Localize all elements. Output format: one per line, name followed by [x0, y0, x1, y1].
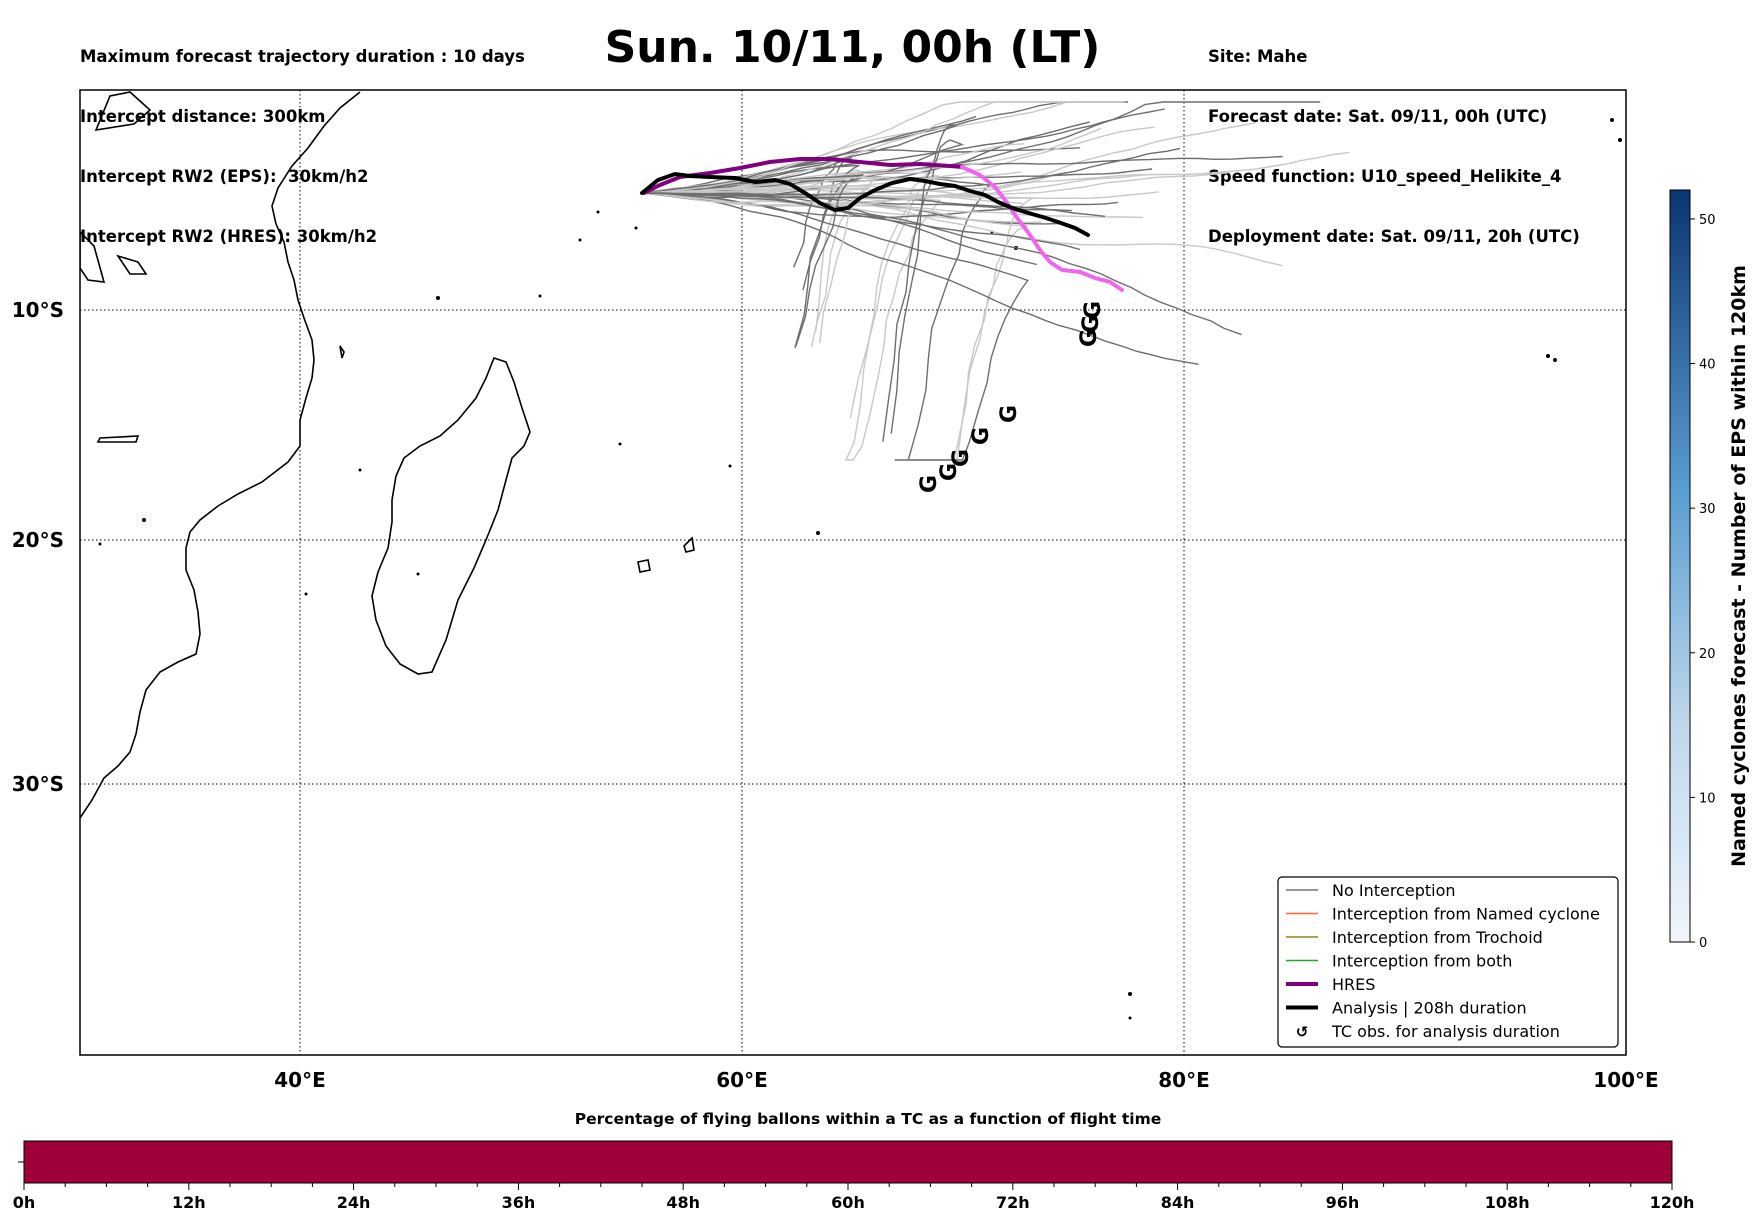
eps-trajectory [641, 188, 1283, 267]
legend-label: HRES [1332, 975, 1375, 994]
island-north [94, 91, 152, 132]
header-line: Site: Mahe [1208, 47, 1308, 66]
colorbar-tick-label: 50 [1699, 213, 1716, 228]
tc-symbol-icon: G [949, 449, 974, 467]
eps-trajectory [641, 192, 1028, 461]
legend-label: Interception from Trochoid [1332, 928, 1543, 947]
coastlines [80, 91, 695, 819]
colorbar-tick-label: 10 [1699, 791, 1716, 806]
island-west [80, 230, 106, 283]
eps-trajectory [641, 127, 1102, 194]
reunion-island [683, 536, 695, 553]
header-line: Intercept RW2 (HRES): 30km/h2 [80, 227, 378, 246]
eps-trajectory [641, 192, 1118, 219]
comoros-island [339, 345, 345, 359]
eps-trajectory [642, 192, 1106, 217]
eps-trajectories [641, 101, 1350, 461]
tc-symbol-icon: G [917, 475, 942, 493]
colorbar-gradient [1669, 189, 1691, 943]
tc-symbol-icon: G [997, 405, 1022, 423]
legend-label: Interception from Named cyclone [1332, 905, 1600, 924]
colorbar: 0 10 20 30 40 50 Named cyclones forecast - Nu… [1669, 189, 1750, 951]
madagascar-coastline [371, 357, 531, 675]
tc-symbol-icon: G [1077, 329, 1102, 347]
eps-trajectory [641, 190, 1242, 336]
colorbar-label: Named cyclones forecast - Number of EPS … [1728, 265, 1750, 867]
colorbar-tick-label: 40 [1699, 358, 1716, 373]
eps-trajectory [641, 171, 933, 419]
lat-tick-label: 30°S [12, 772, 64, 796]
header-line: Deployment date: Sat. 09/11, 20h (UTC) [1208, 227, 1580, 246]
lon-tick-label: 40°E [274, 1068, 326, 1092]
legend-label: Analysis | 208h duration [1332, 999, 1527, 1018]
legend-label: Interception from both [1332, 952, 1512, 971]
header-left-info: Maximum forecast trajectory duration : 1… [80, 7, 525, 267]
gridlines [80, 90, 1626, 1055]
legend-label: TC obs. for analysis duration [1331, 1022, 1560, 1041]
page-title: Sun. 10/11, 00h (LT) [604, 22, 1101, 73]
africa-coastline [80, 91, 361, 819]
timebar-title: Percentage of flying ballons within a TC… [574, 1110, 1162, 1128]
header-line: Intercept RW2 (EPS): 30km/h2 [80, 167, 369, 186]
mauritius-island [637, 559, 651, 573]
island-strip [96, 435, 140, 443]
map-frame [79, 89, 1627, 1056]
legend-box [1277, 876, 1619, 1048]
legend: No Interception Interception from Named c… [1277, 876, 1619, 1048]
eps-trajectory [641, 192, 1029, 461]
hres-line-later [960, 165, 1124, 292]
eps-trajectory [641, 101, 1120, 194]
header-line: Forecast date: Sat. 09/11, 00h (UTC) [1208, 107, 1548, 126]
island-small [116, 254, 148, 275]
lon-tick-label: 100°E [1593, 1068, 1658, 1092]
colorbar-tick-label: 0 [1699, 936, 1707, 951]
legend-label: No Interception [1332, 881, 1456, 900]
eps-trajectory [641, 171, 1022, 194]
tc-symbol-icon: G [1079, 315, 1104, 333]
lat-tick-label: 10°S [12, 298, 64, 322]
eps-trajectory [641, 151, 1350, 207]
tc-symbol-icon: G [969, 427, 994, 445]
tc-symbol-icon: G [1081, 301, 1106, 319]
header-right-info: Site: Mahe Forecast date: Sat. 09/11, 00… [1208, 7, 1580, 267]
eps-trajectory [642, 192, 1037, 266]
legend-cyclone-icon: ↺ [1296, 1023, 1309, 1041]
header-line: Intercept distance: 300km [80, 107, 326, 126]
hres-trajectory [642, 157, 1124, 292]
lat-tick-label: 20°S [12, 528, 64, 552]
eps-trajectory [641, 101, 1321, 194]
eps-trajectory [641, 192, 1144, 219]
analysis-trajectory [640, 171, 1090, 237]
colorbar-tick-label: 30 [1699, 502, 1716, 517]
header-line: Speed function: U10_speed_Helikite_4 [1208, 167, 1562, 186]
header-line: Maximum forecast trajectory duration : 1… [80, 47, 525, 66]
colorbar-tick-label: 20 [1699, 647, 1716, 662]
lon-tick-label: 60°E [716, 1068, 768, 1092]
tc-symbol-icon: G [937, 463, 962, 481]
lat-axis-labels: 10°S 20°S 30°S [12, 298, 64, 796]
lon-tick-label: 80°E [1158, 1068, 1210, 1092]
small-islands [98, 118, 1622, 1020]
eps-trajectory [641, 174, 864, 347]
hres-line [642, 157, 964, 195]
lon-axis-labels: 40°E 60°E 80°E 100°E [274, 1068, 1658, 1092]
